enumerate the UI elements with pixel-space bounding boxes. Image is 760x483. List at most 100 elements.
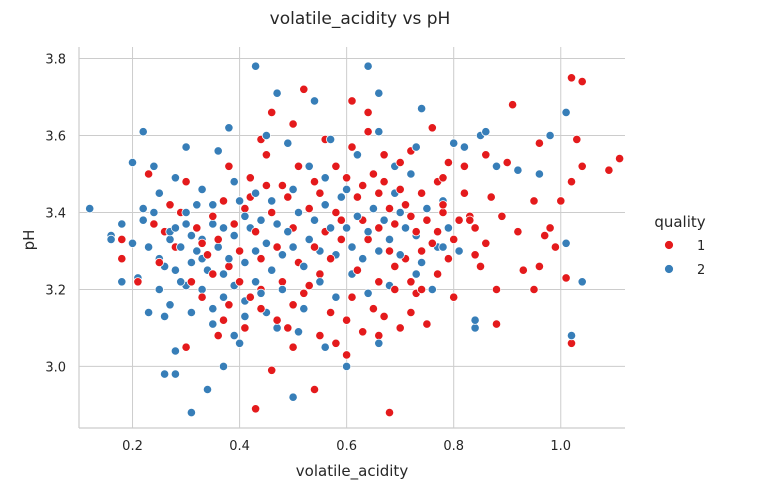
point-quality-1	[251, 404, 261, 414]
point-quality-1	[224, 261, 234, 271]
point-quality-2	[309, 96, 320, 106]
point-quality-1	[363, 127, 373, 137]
point-quality-2	[154, 188, 164, 198]
point-quality-1	[427, 238, 437, 248]
point-quality-1	[272, 242, 282, 252]
point-quality-1	[117, 234, 127, 244]
point-quality-2	[299, 261, 309, 271]
point-quality-2	[534, 169, 545, 179]
point-quality-2	[288, 392, 298, 402]
point-quality-2	[320, 342, 330, 352]
point-quality-2	[251, 188, 261, 198]
point-quality-1	[395, 157, 405, 168]
legend: quality 1 2	[654, 213, 705, 278]
point-quality-1	[577, 77, 587, 87]
point-quality-1	[556, 196, 566, 206]
x-tick-label: 0.6	[336, 439, 357, 454]
point-quality-1	[368, 304, 378, 314]
point-quality-2	[261, 238, 271, 248]
point-quality-2	[272, 88, 282, 98]
point-quality-2	[427, 284, 437, 295]
point-quality-2	[235, 196, 245, 206]
point-quality-2	[272, 323, 282, 333]
point-quality-1	[235, 246, 245, 256]
point-quality-1	[507, 100, 518, 110]
point-quality-2	[186, 307, 196, 318]
point-quality-2	[277, 284, 287, 295]
point-quality-2	[181, 142, 191, 152]
point-quality-2	[138, 204, 148, 214]
point-quality-2	[491, 161, 502, 171]
point-quality-1	[347, 96, 357, 106]
point-quality-1	[181, 342, 191, 352]
point-quality-2	[277, 250, 287, 260]
point-quality-1	[352, 192, 362, 202]
point-quality-2	[368, 204, 378, 214]
point-quality-2	[283, 227, 293, 237]
point-quality-2	[160, 311, 170, 321]
point-quality-2	[251, 277, 261, 287]
point-quality-2	[470, 323, 480, 333]
point-quality-1	[459, 161, 469, 171]
point-quality-1	[208, 211, 218, 221]
point-quality-1	[529, 284, 539, 295]
point-quality-2	[438, 242, 448, 252]
point-quality-1	[432, 227, 443, 237]
point-quality-1	[577, 161, 587, 171]
point-quality-2	[208, 219, 218, 229]
chart-title: volatile_acidity vs pH	[270, 9, 451, 29]
point-quality-1	[325, 254, 336, 264]
point-quality-2	[229, 330, 239, 341]
point-quality-2	[293, 207, 304, 218]
point-quality-1	[261, 180, 271, 191]
axes	[78, 47, 625, 429]
point-quality-2	[224, 123, 234, 133]
point-quality-1	[208, 269, 218, 279]
point-quality-1	[202, 250, 213, 260]
point-quality-2	[561, 107, 571, 118]
point-quality-2	[395, 250, 405, 260]
point-quality-1	[486, 192, 496, 202]
point-quality-2	[176, 277, 186, 287]
point-quality-1	[481, 238, 491, 248]
point-quality-2	[347, 242, 357, 252]
point-quality-1	[347, 292, 357, 302]
point-quality-2	[186, 231, 196, 241]
point-quality-1	[374, 277, 384, 287]
point-quality-1	[256, 254, 266, 264]
point-quality-1	[117, 254, 127, 264]
point-quality-2	[320, 173, 330, 183]
data-points	[85, 61, 625, 418]
point-quality-1	[363, 234, 373, 244]
point-quality-2	[481, 127, 491, 137]
point-quality-2	[395, 207, 405, 218]
point-quality-2	[213, 242, 223, 252]
point-quality-2	[251, 61, 261, 71]
point-quality-2	[545, 130, 555, 141]
point-quality-1	[443, 157, 453, 168]
point-quality-1	[518, 265, 528, 275]
point-quality-2	[272, 219, 282, 229]
point-quality-1	[299, 288, 309, 298]
point-quality-2	[229, 177, 239, 187]
point-quality-1	[406, 211, 416, 221]
point-quality-1	[390, 219, 400, 229]
point-quality-2	[240, 211, 250, 221]
point-quality-1	[502, 157, 512, 168]
point-quality-2	[315, 277, 325, 287]
point-quality-1	[470, 250, 480, 260]
point-quality-1	[443, 254, 453, 264]
point-quality-2	[406, 169, 416, 179]
point-quality-1	[267, 107, 277, 118]
point-quality-2	[202, 384, 213, 395]
point-quality-2	[144, 307, 154, 318]
x-tick-label: 1.0	[550, 439, 571, 454]
point-quality-2	[149, 207, 159, 218]
point-quality-2	[224, 254, 234, 264]
point-quality-2	[256, 215, 266, 225]
point-quality-2	[416, 257, 427, 268]
point-quality-1	[288, 300, 298, 310]
point-quality-2	[288, 242, 298, 252]
point-quality-1	[395, 184, 405, 194]
point-quality-2	[186, 407, 196, 418]
